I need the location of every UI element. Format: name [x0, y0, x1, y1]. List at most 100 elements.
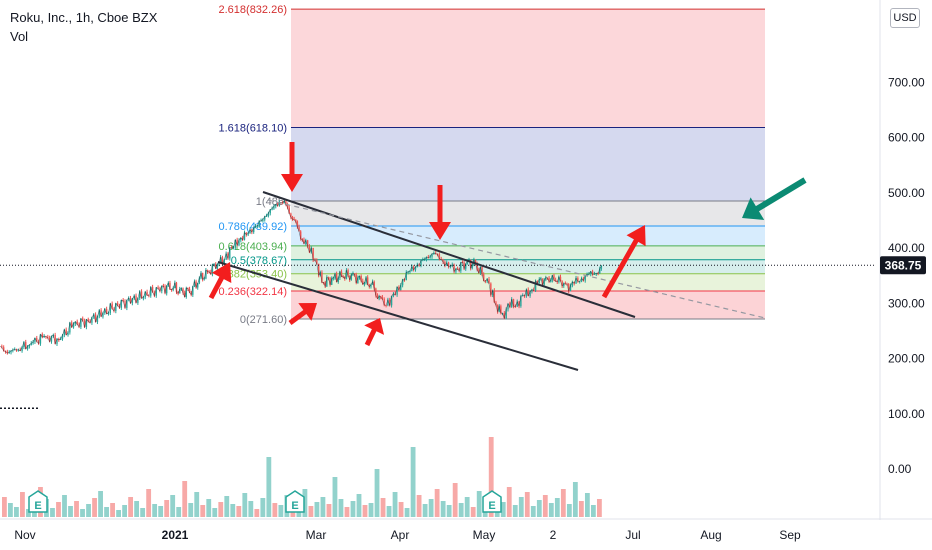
- candle-body: [429, 256, 431, 258]
- candle-body: [273, 206, 275, 209]
- volume-bar: [50, 508, 55, 517]
- volume-bar: [374, 469, 380, 517]
- volume-legend-label[interactable]: Vol: [10, 29, 29, 44]
- candle-body: [129, 298, 132, 304]
- candle-body: [335, 273, 338, 283]
- candle-body: [347, 270, 349, 276]
- candle-body: [329, 278, 331, 285]
- candle-body: [169, 282, 171, 290]
- candle-body: [460, 262, 462, 271]
- candle-body: [82, 318, 84, 321]
- candle-body: [153, 292, 156, 296]
- candle-body: [185, 288, 187, 297]
- candle-body: [104, 308, 106, 313]
- candle-body: [349, 275, 351, 280]
- candle-body: [308, 246, 311, 253]
- price-line: [0, 200, 602, 354]
- candle-body: [584, 275, 586, 281]
- currency-button[interactable]: USD: [890, 8, 920, 28]
- candle-body: [520, 296, 522, 307]
- arrow-up-icon: [364, 318, 385, 347]
- candle-body: [371, 281, 374, 285]
- candle-body: [139, 291, 141, 299]
- candle-body: [135, 295, 137, 303]
- fib-level-label: 0(271.60): [240, 314, 287, 326]
- volume-bar: [404, 508, 410, 517]
- candle-body: [481, 266, 483, 275]
- candle-body: [353, 273, 356, 275]
- candle-body: [291, 217, 294, 220]
- candle-body: [54, 335, 56, 344]
- candle-body: [466, 261, 469, 264]
- volume-bar: [536, 500, 542, 517]
- candle-body: [188, 288, 191, 293]
- candle-body: [100, 310, 102, 317]
- candle-body: [61, 335, 64, 339]
- x-tick-label: 2021: [162, 528, 189, 542]
- candle-body: [150, 286, 152, 296]
- candle-body: [407, 271, 409, 273]
- candle-body: [355, 274, 357, 283]
- candle-body: [72, 323, 75, 328]
- volume-bar: [8, 503, 13, 517]
- candle-body: [431, 253, 433, 257]
- candle-body: [105, 308, 108, 314]
- volume-bar: [344, 507, 350, 517]
- candle-body: [541, 278, 544, 285]
- volume-bar: [302, 489, 308, 517]
- candle-body: [488, 279, 490, 284]
- candle-body: [527, 289, 529, 296]
- candle-body: [455, 268, 457, 272]
- volume-bar: [428, 499, 434, 517]
- volume-bar: [566, 504, 572, 517]
- volume-bar: [524, 492, 530, 517]
- candle-body: [140, 291, 143, 299]
- arrow-down-icon: [429, 185, 451, 240]
- y-tick-label: 0.00: [888, 462, 912, 476]
- earnings-marker: E: [482, 490, 502, 513]
- candle-body: [234, 239, 237, 248]
- candle-body: [561, 281, 563, 287]
- candle-body: [238, 240, 240, 246]
- candle-body: [301, 238, 304, 240]
- candle-body: [465, 263, 467, 269]
- candle-body: [195, 281, 197, 288]
- candle-body: [254, 226, 257, 228]
- x-tick-label: Mar: [306, 528, 327, 542]
- arrow-up-icon: [208, 262, 232, 300]
- symbol-title[interactable]: Roku, Inc., 1h, Cboe BZX: [10, 10, 158, 25]
- candle-body: [376, 295, 379, 299]
- candle-body: [554, 279, 557, 282]
- volume-bar: [254, 509, 260, 517]
- candle-body: [337, 277, 339, 283]
- volume-bar: [68, 506, 73, 517]
- candle-body: [422, 259, 424, 261]
- volume-bar: [146, 489, 152, 517]
- candle-body: [96, 316, 99, 323]
- candle-body: [286, 204, 289, 208]
- candle-body: [78, 324, 80, 327]
- candle-body: [375, 288, 377, 296]
- volume-bar: [206, 499, 212, 517]
- candle-body: [236, 239, 238, 246]
- candle-body: [94, 314, 97, 323]
- candle-body: [505, 309, 507, 319]
- candle-body: [453, 264, 455, 272]
- volume-bar: [320, 497, 326, 517]
- candle-body: [14, 349, 16, 351]
- y-tick-label: 700.00: [888, 75, 925, 89]
- candle-body: [306, 240, 309, 247]
- candle-body: [34, 337, 36, 342]
- earnings-marker: E: [285, 490, 305, 513]
- fib-level-label: 2.618(832.26): [219, 4, 288, 16]
- fib-band: [291, 9, 765, 128]
- candle-body: [362, 280, 364, 285]
- candle-body: [67, 332, 69, 335]
- volume-bar: [488, 437, 494, 517]
- candle-body: [251, 229, 253, 233]
- candle-body: [262, 219, 264, 221]
- candle-body: [175, 282, 178, 293]
- candle-body: [159, 288, 161, 292]
